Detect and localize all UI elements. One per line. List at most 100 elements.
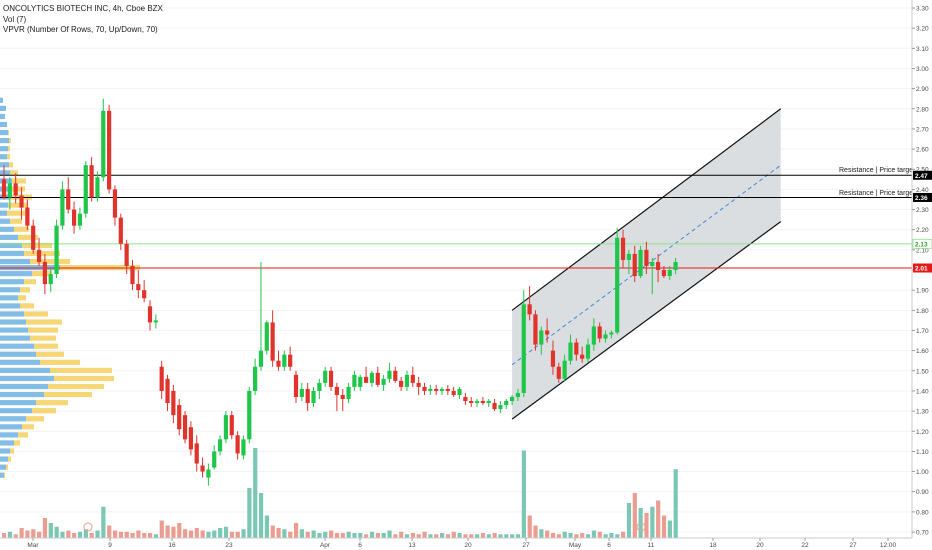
volume-bar bbox=[556, 534, 561, 538]
vpvr-bar-down bbox=[8, 202, 28, 208]
volume-bar bbox=[410, 533, 415, 538]
price-label-badge bbox=[912, 238, 932, 249]
vpvr-bar-up bbox=[0, 343, 34, 349]
candle-body bbox=[363, 376, 369, 383]
vpvr-bar-down bbox=[6, 464, 8, 470]
time-axis[interactable]: Mar 9 16 23 Apr 6 13 20 27 May 6 11 18 20 22 27 12:00 bbox=[0, 537, 932, 550]
event-markers[interactable] bbox=[83, 522, 646, 532]
vpvr-bar-down bbox=[26, 319, 62, 325]
vpvr-bar-up bbox=[0, 146, 8, 152]
candle-body bbox=[112, 189, 118, 218]
candle-body bbox=[673, 261, 678, 271]
volume-bar bbox=[609, 533, 614, 538]
candle-body bbox=[270, 322, 275, 361]
candle-body bbox=[206, 469, 211, 478]
candle-body bbox=[229, 415, 234, 436]
vpvr-bar-down bbox=[36, 400, 68, 406]
vpvr-bar-down bbox=[44, 391, 92, 398]
candle-body bbox=[515, 392, 521, 397]
volume-bar bbox=[118, 531, 123, 538]
volume-bar bbox=[428, 534, 433, 538]
volume-bar bbox=[469, 534, 474, 538]
vpvr-indicator-label[interactable]: VPVR (Number Of Rows, 70, Up/Down, 70) bbox=[3, 25, 158, 34]
volume-bar bbox=[626, 503, 632, 538]
vpvr-bar-down bbox=[28, 327, 58, 333]
price-axis-labels: 2.47 2.36 2.13 2.01 bbox=[912, 170, 932, 273]
price-axis[interactable]: 3.30 3.20 3.10 3.00 2.90 2.80 2.70 2.60 2.50 2.40… bbox=[911, 0, 932, 550]
symbol-title[interactable]: ONCOLYTICS BIOTECH INC, 4h, Cboe BZX bbox=[3, 4, 163, 13]
vpvr-bar-up bbox=[0, 456, 8, 462]
vpvr-bar-down bbox=[32, 408, 56, 414]
volume-bar bbox=[364, 534, 369, 538]
candle-body bbox=[282, 354, 287, 367]
volume-bar bbox=[130, 533, 135, 538]
volume-bar bbox=[650, 506, 655, 538]
vpvr-bar-down bbox=[40, 359, 80, 365]
candle-body bbox=[194, 443, 199, 464]
vpvr-bar-down bbox=[20, 303, 34, 309]
volume-bar bbox=[492, 533, 497, 538]
volume-bar bbox=[270, 525, 275, 538]
event-marker-icon[interactable] bbox=[83, 522, 93, 532]
event-marker-icon[interactable] bbox=[636, 522, 646, 532]
volume-indicator-label[interactable]: Vol (7) bbox=[3, 14, 27, 24]
candle-body bbox=[346, 386, 351, 400]
time-tick-label: 20 bbox=[756, 542, 764, 549]
volume-bar bbox=[673, 469, 678, 538]
channel-upper-line[interactable] bbox=[511, 108, 782, 311]
volume-bar bbox=[661, 515, 667, 538]
candle-body bbox=[399, 380, 404, 387]
candle-body bbox=[165, 378, 170, 404]
candle-body bbox=[434, 388, 439, 391]
volume-bar bbox=[463, 534, 468, 538]
vpvr-bar-up bbox=[0, 295, 18, 301]
horizontal-levels[interactable] bbox=[0, 174, 912, 269]
price-tick-label: 1.60 bbox=[916, 348, 929, 355]
volume-bar bbox=[253, 448, 258, 538]
volume-bar bbox=[451, 531, 456, 538]
volume-bar bbox=[282, 529, 287, 538]
price-label-badge bbox=[913, 263, 932, 273]
candle-body bbox=[410, 374, 415, 383]
price-tick-label: 2.90 bbox=[916, 86, 929, 93]
candle-body bbox=[31, 225, 36, 250]
volume-bar bbox=[621, 531, 626, 538]
candle-body bbox=[369, 372, 375, 383]
volume-bar bbox=[399, 531, 404, 538]
candle-body bbox=[136, 284, 141, 291]
volume-bar bbox=[48, 523, 53, 538]
price-tick-label: 2.80 bbox=[916, 106, 929, 113]
candle-body bbox=[585, 344, 591, 359]
candle-body bbox=[54, 225, 59, 275]
time-tick-label: 12:00 bbox=[880, 542, 897, 549]
candle-body bbox=[416, 382, 421, 387]
volume-bar bbox=[352, 533, 357, 538]
channel-lower-line[interactable] bbox=[511, 221, 782, 420]
price-tick-label: 1.90 bbox=[916, 288, 929, 295]
candle-body bbox=[626, 253, 631, 260]
vpvr-bar-down bbox=[30, 258, 70, 265]
volume-bar bbox=[54, 526, 59, 538]
volume-bar bbox=[404, 534, 410, 538]
volume-bar bbox=[434, 534, 439, 538]
vpvr-bar-up bbox=[0, 303, 20, 309]
time-tick-label: Apr bbox=[320, 542, 331, 549]
volume-bar bbox=[13, 534, 18, 538]
candle-body bbox=[422, 386, 427, 391]
vpvr-bar-up bbox=[0, 271, 32, 277]
volume-bar bbox=[89, 533, 94, 538]
candle-body bbox=[480, 401, 485, 404]
price-tick-label: 1.80 bbox=[916, 308, 929, 315]
candle-body bbox=[620, 237, 626, 260]
volume-bar bbox=[218, 528, 223, 538]
vpvr-bar-up bbox=[0, 226, 14, 232]
price-label-text: 2.13 bbox=[915, 241, 928, 248]
candle-body bbox=[504, 401, 509, 406]
candle-body bbox=[13, 183, 18, 196]
time-tick-label: 23 bbox=[225, 542, 233, 549]
candle-body bbox=[498, 405, 503, 410]
vpvr-bar-down bbox=[18, 234, 38, 240]
vpvr-bar-up bbox=[0, 258, 30, 265]
